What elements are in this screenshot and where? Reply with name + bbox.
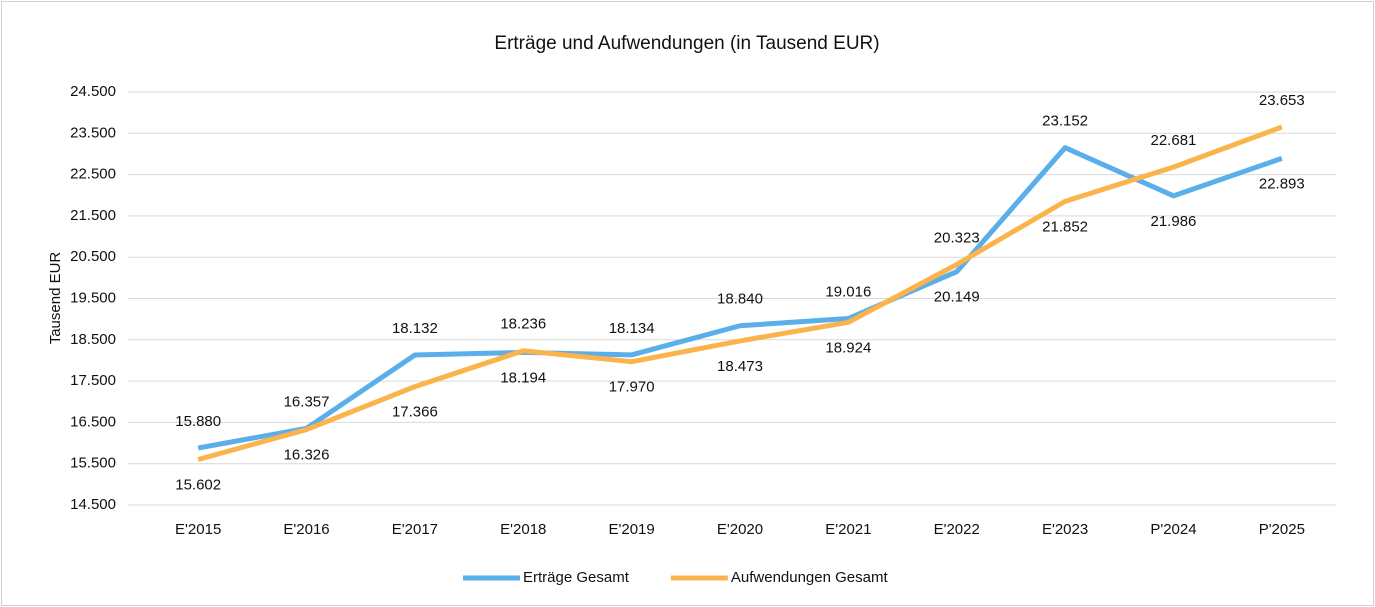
x-tick-label: E'2017 bbox=[392, 521, 438, 538]
data-label: 16.326 bbox=[284, 447, 330, 464]
x-tick-label: E'2019 bbox=[609, 521, 655, 538]
data-label: 18.840 bbox=[717, 291, 763, 308]
y-tick-label: 23.500 bbox=[70, 124, 116, 141]
data-label: 21.986 bbox=[1151, 213, 1197, 230]
x-tick-label: P'2025 bbox=[1259, 521, 1305, 538]
data-label: 19.016 bbox=[825, 283, 871, 300]
y-axis-title: Tausend EUR bbox=[47, 252, 64, 345]
y-tick-label: 16.500 bbox=[70, 413, 116, 430]
y-tick-label: 14.500 bbox=[70, 496, 116, 513]
data-label: 17.366 bbox=[392, 404, 438, 421]
data-label: 23.152 bbox=[1042, 113, 1088, 130]
x-tick-label: E'2021 bbox=[825, 521, 871, 538]
data-label: 20.323 bbox=[934, 229, 980, 246]
data-label: 18.134 bbox=[609, 320, 655, 337]
data-label: 20.149 bbox=[934, 289, 980, 306]
data-label: 15.602 bbox=[175, 476, 221, 493]
data-label: 15.880 bbox=[175, 413, 221, 430]
data-label: 18.194 bbox=[500, 369, 546, 386]
data-label: 22.681 bbox=[1151, 132, 1197, 149]
x-tick-label: E'2020 bbox=[717, 521, 763, 538]
series-line bbox=[197, 124, 1283, 462]
y-tick-label: 17.500 bbox=[70, 372, 116, 389]
legend-label: Erträge Gesamt bbox=[523, 569, 630, 586]
data-label: 18.236 bbox=[500, 316, 546, 333]
x-tick-label: E'2018 bbox=[500, 521, 546, 538]
legend-label: Aufwendungen Gesamt bbox=[731, 569, 889, 586]
chart-title: Erträge und Aufwendungen (in Tausend EUR… bbox=[494, 33, 879, 54]
data-label: 17.970 bbox=[609, 379, 655, 396]
x-tick-label: E'2023 bbox=[1042, 521, 1088, 538]
y-tick-label: 15.500 bbox=[70, 455, 116, 472]
y-tick-label: 18.500 bbox=[70, 331, 116, 348]
x-tick-label: E'2015 bbox=[175, 521, 221, 538]
data-label: 21.852 bbox=[1042, 218, 1088, 235]
y-tick-label: 24.500 bbox=[70, 83, 116, 100]
data-label: 23.653 bbox=[1259, 92, 1305, 109]
data-label: 18.473 bbox=[717, 358, 763, 375]
y-tick-label: 21.500 bbox=[70, 207, 116, 224]
x-tick-label: E'2016 bbox=[283, 521, 329, 538]
data-label: 18.132 bbox=[392, 320, 438, 337]
data-label: 18.924 bbox=[825, 339, 871, 356]
y-tick-label: 22.500 bbox=[70, 166, 116, 183]
data-label: 22.893 bbox=[1259, 175, 1305, 192]
x-tick-label: P'2024 bbox=[1150, 521, 1196, 538]
data-label: 16.357 bbox=[284, 393, 330, 410]
y-tick-label: 20.500 bbox=[70, 248, 116, 265]
x-tick-label: E'2022 bbox=[934, 521, 980, 538]
series-line bbox=[197, 145, 1283, 451]
y-tick-label: 19.500 bbox=[70, 289, 116, 306]
